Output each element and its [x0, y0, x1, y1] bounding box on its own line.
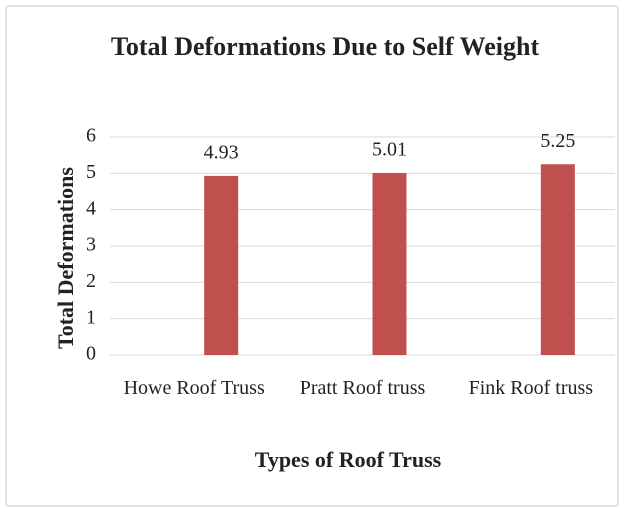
data-label: 5.25 [540, 130, 575, 152]
chart-title: Total Deformations Due to Self Weight [110, 32, 540, 61]
x-tick-label: Pratt Roof truss [299, 377, 426, 399]
x-tick-box: Fink Roof truss [468, 377, 594, 399]
data-label: 5.01 [372, 139, 407, 161]
y-tick-label: 2 [86, 270, 96, 292]
y-tick-label: 3 [86, 234, 96, 256]
y-tick-label: 0 [86, 343, 96, 365]
title-box: Total Deformations Due to Self Weight [110, 32, 540, 61]
x-tick-label: Howe Roof Truss [123, 377, 265, 399]
x-tick-label: Fink Roof truss [468, 377, 594, 399]
y-tick-label: 4 [86, 197, 96, 219]
x-tick-box: Howe Roof Truss [123, 377, 265, 399]
chart-border [5, 5, 619, 507]
y-axis-title: Total Deformations [53, 167, 78, 349]
data-label: 4.93 [204, 141, 239, 163]
bar [204, 175, 239, 355]
x-tick-box: Pratt Roof truss [299, 377, 426, 399]
y-tick-label: 6 [86, 125, 96, 147]
bar [372, 172, 407, 355]
y-tick-label: 1 [86, 306, 96, 328]
y-tick-label: 5 [86, 161, 96, 183]
bar [540, 164, 575, 355]
x-axis-title: Types of Roof Truss [255, 447, 442, 472]
